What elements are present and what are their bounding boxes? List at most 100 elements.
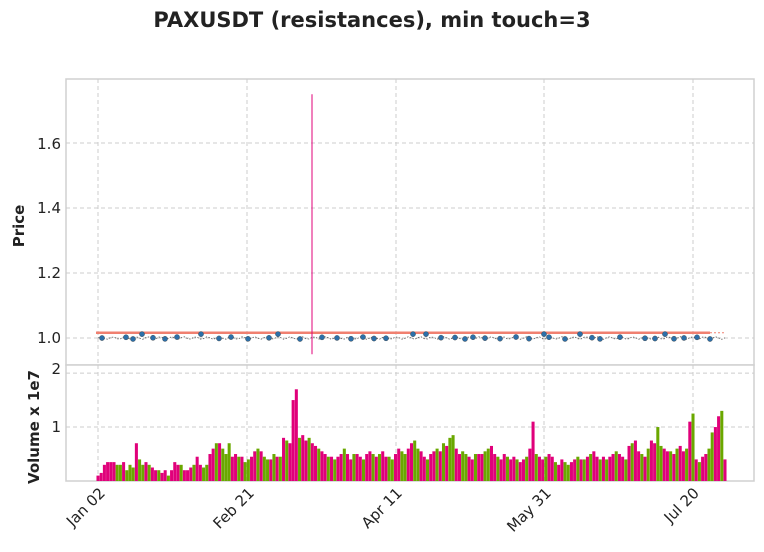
volume-bar	[147, 464, 151, 481]
volume-bar	[99, 472, 103, 481]
volume-bar	[717, 416, 721, 481]
volume-bar	[365, 454, 369, 481]
volume-bar	[701, 456, 705, 481]
volume-bar	[336, 456, 340, 481]
volume-bar	[317, 448, 321, 481]
volume-bar	[438, 451, 442, 481]
volume-bar	[425, 459, 430, 481]
volume-bar	[262, 456, 266, 481]
touch-marker	[245, 336, 251, 342]
volume-bar	[301, 435, 305, 481]
volume-bar	[230, 456, 234, 481]
volume-bar	[237, 456, 241, 481]
volume-bar	[480, 454, 484, 481]
volume-bar	[637, 451, 641, 481]
volume-bar	[515, 459, 519, 481]
volume-bar	[192, 464, 196, 481]
volume-bar	[656, 427, 660, 481]
volume-bar	[576, 456, 580, 481]
volume-bar	[282, 437, 286, 481]
touch-marker	[617, 334, 623, 340]
volume-bar	[102, 464, 106, 481]
volume-bar	[333, 459, 337, 481]
volume-bar	[250, 456, 254, 481]
volume-bar	[525, 456, 529, 481]
touch-marker	[452, 334, 458, 341]
volume-bar	[707, 448, 711, 481]
volume-bar	[627, 445, 631, 481]
volume-bar	[713, 427, 717, 481]
volume-bar	[406, 448, 410, 481]
volume-bar	[346, 454, 350, 481]
volume-bar	[403, 454, 407, 481]
volume-bar	[467, 456, 471, 481]
volume-axis-label: Volume x 1e7	[25, 370, 43, 484]
volume-bar	[368, 451, 372, 481]
touch-marker	[423, 331, 429, 337]
price-tick-label: 1.4	[37, 199, 61, 217]
volume-bar	[160, 472, 164, 481]
volume-bar	[419, 451, 423, 481]
touch-marker	[541, 331, 547, 337]
volume-bar	[547, 454, 551, 481]
volume-bar	[461, 451, 465, 481]
volume-bar	[422, 456, 426, 481]
x-tick-label: Jan 02	[62, 484, 109, 531]
volume-bar	[697, 462, 701, 481]
volume-bar	[131, 467, 135, 481]
volume-bar	[659, 445, 663, 481]
volume-bar	[601, 456, 605, 481]
price-panel	[65, 78, 755, 366]
volume-bar	[259, 451, 263, 481]
volume-bar	[361, 459, 366, 481]
volume-bar	[157, 470, 161, 481]
volume-bar	[617, 454, 621, 481]
volume-bar	[483, 451, 487, 481]
touch-marker	[383, 335, 389, 342]
touch-marker	[597, 336, 603, 342]
volume-bar	[218, 443, 222, 481]
volume-bar	[521, 459, 525, 481]
touch-marker	[681, 335, 687, 341]
volume-bar	[109, 462, 113, 481]
touch-marker	[99, 335, 105, 341]
volume-bar	[675, 448, 679, 481]
volume-bar	[141, 464, 145, 481]
volume-bar	[266, 459, 270, 481]
volume-bar	[608, 456, 612, 481]
volume-bar	[314, 445, 318, 481]
volume-bar	[150, 467, 154, 481]
touch-marker	[216, 335, 222, 342]
volume-bar	[243, 462, 247, 481]
volume-bar	[643, 456, 647, 481]
x-tick-label: Jul 20	[660, 484, 703, 527]
touch-marker	[526, 335, 532, 342]
volume-bar	[330, 456, 334, 481]
volume-bar	[400, 451, 404, 481]
volume-bar	[662, 448, 666, 481]
volume-bar	[441, 443, 446, 481]
volume-bar	[307, 437, 311, 481]
volume-bar	[704, 454, 708, 481]
volume-bar	[138, 459, 142, 481]
touch-marker	[198, 331, 204, 337]
volume-bar	[493, 454, 497, 481]
volume-bar	[112, 462, 116, 481]
volume-bar	[582, 459, 586, 481]
touch-marker	[497, 335, 503, 342]
volume-bar	[720, 410, 724, 481]
volume-bar	[685, 448, 689, 481]
volume-bar	[531, 421, 535, 481]
volume-bar	[134, 443, 138, 481]
volume-bar	[253, 451, 257, 481]
volume-bar	[211, 448, 215, 481]
volume-bar	[435, 448, 439, 481]
volume-bar	[605, 459, 609, 481]
volume-bar	[170, 470, 174, 481]
volume-bar	[560, 459, 564, 481]
volume-bar	[509, 459, 513, 481]
volume-bar	[221, 448, 225, 481]
price-axis-label: Price	[10, 205, 28, 248]
touch-marker	[642, 335, 648, 342]
volume-bar	[214, 443, 218, 481]
